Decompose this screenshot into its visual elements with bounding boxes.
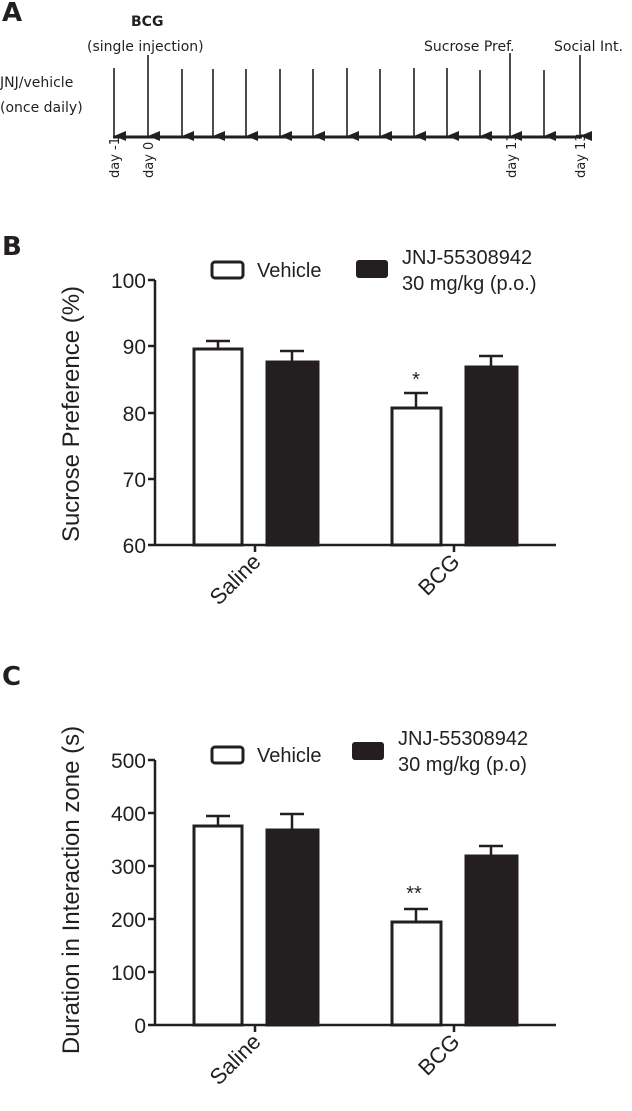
injection-arrows [113,53,592,141]
legend-swatch-vehicle [210,745,245,765]
bar-saline-vehicle [192,347,244,547]
day-label: day 13 [574,133,589,178]
legend-label-jnj-line1: JNJ-55308942 [398,728,528,750]
x-category-label: BCG [413,549,464,600]
legend-swatch-vehicle [210,260,245,280]
y-tick-label: 100 [111,962,146,985]
bar-saline-jnj [265,360,320,547]
y-tick-label: 100 [111,270,146,293]
bar-bcg-jnj [464,365,519,547]
left-label-line1: JNJ/vehicle [0,75,73,91]
legend-label-jnj-line2: 30 mg/kg (p.o.) [402,273,537,295]
social-int-label: Social Int. [554,39,623,55]
panel-b-letter: B [2,232,22,262]
legend-label-vehicle: Vehicle [257,745,322,767]
bar-bcg-vehicle [390,920,443,1027]
y-tick-label: 500 [111,750,146,773]
day-label: day -1 [108,137,123,178]
legend-label-jnj-line1: JNJ-55308942 [402,247,532,269]
x-category-label: Saline [205,1029,266,1090]
day-label: day 11 [505,133,520,178]
left-label-line2: (once daily) [0,100,83,116]
y-tick-label: 80 [123,403,146,426]
bar-saline-vehicle [192,824,244,1027]
legend-swatch-jnj [356,260,388,278]
y-tick-label: 0 [134,1015,146,1038]
bar-saline-jnj [265,828,320,1027]
y-tick-label: 90 [123,336,146,359]
sucrose-pref-label: Sucrose Pref. [424,39,514,55]
day-label: day 0 [142,142,157,178]
y-tick-label: 400 [111,803,146,826]
panel-a-letter: A [2,0,23,28]
y-axis [148,278,556,552]
y-tick-label: 200 [111,909,146,932]
bar-bcg-jnj [464,854,519,1027]
error-bars [206,339,503,408]
panel-c-letter: C [2,662,22,692]
legend-label-jnj-line2: 30 mg/kg (p.o) [398,754,527,776]
timeline-diagram: BCG (single injection) JNJ/vehicle (once… [0,14,623,178]
legend-label-vehicle: Vehicle [257,260,322,282]
y-tick-label: 60 [123,535,146,558]
significance-marker: * [412,369,420,391]
significance-marker: ** [406,883,422,905]
bar-bcg-vehicle [390,406,443,547]
y-tick-label: 300 [111,856,146,879]
bars [192,824,519,1027]
y-tick-label: 70 [123,469,146,492]
legend-swatch-jnj [352,742,384,760]
y-axis [148,758,556,1032]
bcg-subtitle: (single injection) [87,39,204,55]
bcg-title: BCG [131,14,163,30]
x-category-label: BCG [413,1029,464,1080]
y-axis-label: Duration in Interaction zone (s) [58,726,85,1054]
error-bars [206,812,503,922]
bars [192,347,519,547]
y-axis-label: Sucrose Preference (%) [58,286,85,542]
x-category-label: Saline [205,549,266,610]
